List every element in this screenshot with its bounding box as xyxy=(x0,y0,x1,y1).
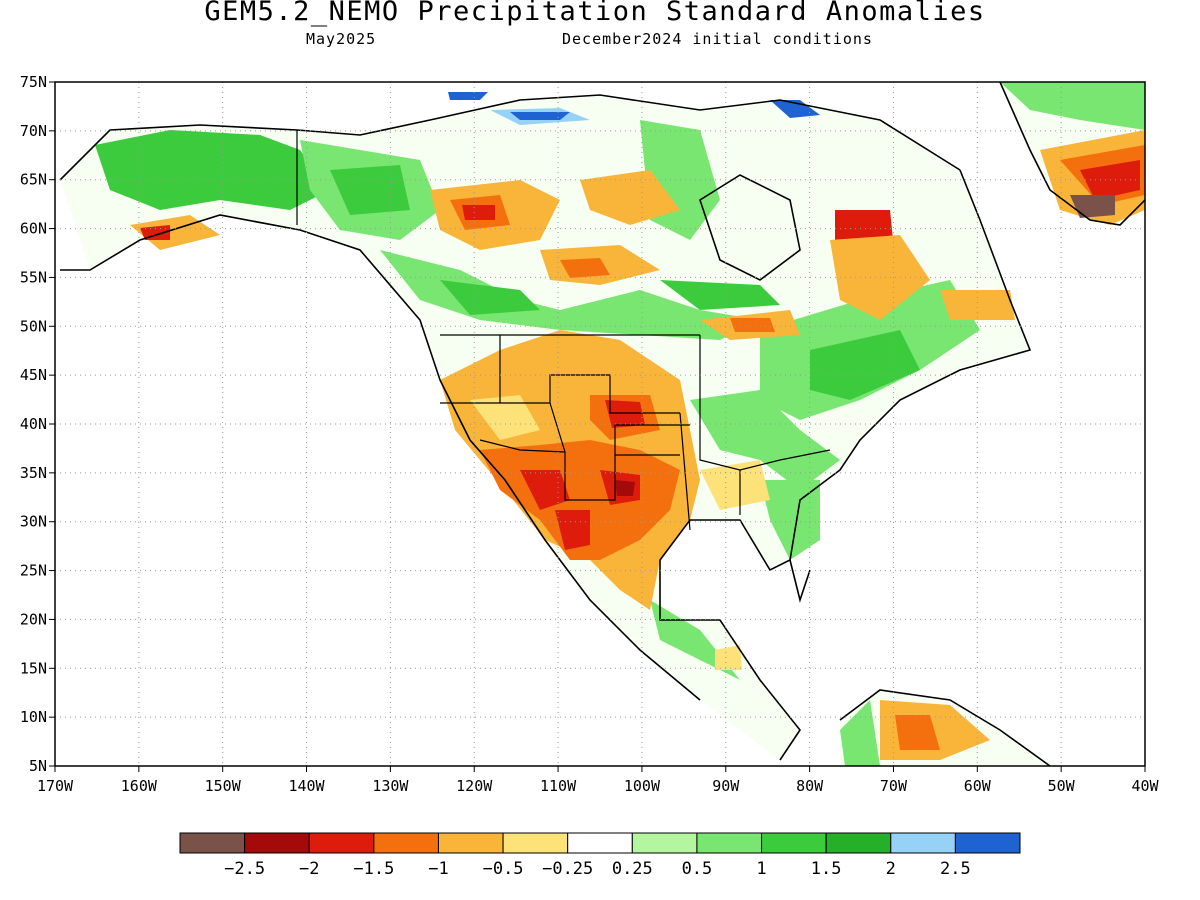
latitude-label: 10N xyxy=(20,708,47,726)
colorbar: −2.5 −2 −1.5 −1 −0.5 −0.25 0.25 0.5 1 1.5 2 2.5 xyxy=(179,832,1021,879)
longitude-label: 170W xyxy=(37,777,74,795)
colorbar-label: 1.5 xyxy=(811,859,842,879)
latitude-label: 55N xyxy=(20,268,47,286)
longitude-axis: 170W 160W 150W 140W 130W 120W 110W 100W 90W 80W 70… xyxy=(37,766,1160,795)
colorbar-label: −2 xyxy=(299,859,319,879)
longitude-label: 160W xyxy=(121,777,158,795)
longitude-label: 80W xyxy=(796,777,824,795)
latitude-label: 20N xyxy=(20,610,47,628)
latitude-label: 60N xyxy=(20,220,47,238)
colorbar-label: −0.25 xyxy=(542,859,593,879)
longitude-label: 40W xyxy=(1131,777,1159,795)
colorbar-swatch xyxy=(373,832,439,854)
colorbar-swatch xyxy=(696,832,763,854)
latitude-label: 30N xyxy=(20,513,47,531)
longitude-label: 60W xyxy=(964,777,992,795)
latitude-label: 65N xyxy=(20,171,47,189)
colorbar-swatch xyxy=(437,832,504,854)
colorbar-swatch xyxy=(502,832,569,854)
longitude-label: 130W xyxy=(372,777,409,795)
forecast-month: May2025 xyxy=(306,30,377,48)
colorbar-swatch xyxy=(308,832,375,854)
longitude-label: 140W xyxy=(288,777,325,795)
latitude-label: 75N xyxy=(20,73,47,91)
colorbar-label: −1.5 xyxy=(353,859,394,879)
graticule xyxy=(55,82,1145,766)
colorbar-swatch xyxy=(890,832,956,854)
colorbar-swatch xyxy=(761,832,827,854)
latitude-label: 45N xyxy=(20,366,47,384)
colorbar-label: 0.25 xyxy=(612,859,653,879)
latitude-label: 50N xyxy=(20,317,47,335)
colorbar-swatch xyxy=(631,832,698,854)
longitude-label: 50W xyxy=(1048,777,1076,795)
colorbar-swatch xyxy=(179,832,246,854)
latitude-label: 40N xyxy=(20,415,47,433)
map-title: GEM5.2_NEMO Precipitation Standard Anoma… xyxy=(204,0,986,27)
colorbar-label: −0.5 xyxy=(483,859,524,879)
colorbar-swatch xyxy=(954,832,1021,854)
longitude-label: 100W xyxy=(624,777,661,795)
map-plot-area xyxy=(55,82,1145,766)
colorbar-label: 0.5 xyxy=(682,859,713,879)
latitude-label: 35N xyxy=(20,464,47,482)
colorbar-label: 2 xyxy=(886,859,896,879)
colorbar-label: −2.5 xyxy=(224,859,265,879)
latitude-label: 5N xyxy=(29,757,47,775)
longitude-label: 150W xyxy=(205,777,242,795)
latitude-label: 70N xyxy=(20,122,47,140)
latitude-label: 25N xyxy=(20,562,47,580)
colorbar-label: −1 xyxy=(428,859,448,879)
coastlines xyxy=(59,82,1145,766)
colorbar-swatch xyxy=(825,832,892,854)
colorbar-label: 2.5 xyxy=(940,859,971,879)
latitude-axis: 5N 10N 15N 20N 25N 30N 35N 40N 45N 50N 55N 60N 65N 70… xyxy=(20,73,55,775)
initial-conditions: December2024 initial conditions xyxy=(562,30,873,48)
longitude-label: 110W xyxy=(540,777,577,795)
colorbar-swatch xyxy=(244,832,310,854)
colorbar-swatch xyxy=(567,832,633,854)
latitude-label: 15N xyxy=(20,659,47,677)
longitude-label: 90W xyxy=(712,777,740,795)
longitude-label: 70W xyxy=(880,777,908,795)
colorbar-label: 1 xyxy=(756,859,766,879)
longitude-label: 120W xyxy=(456,777,493,795)
